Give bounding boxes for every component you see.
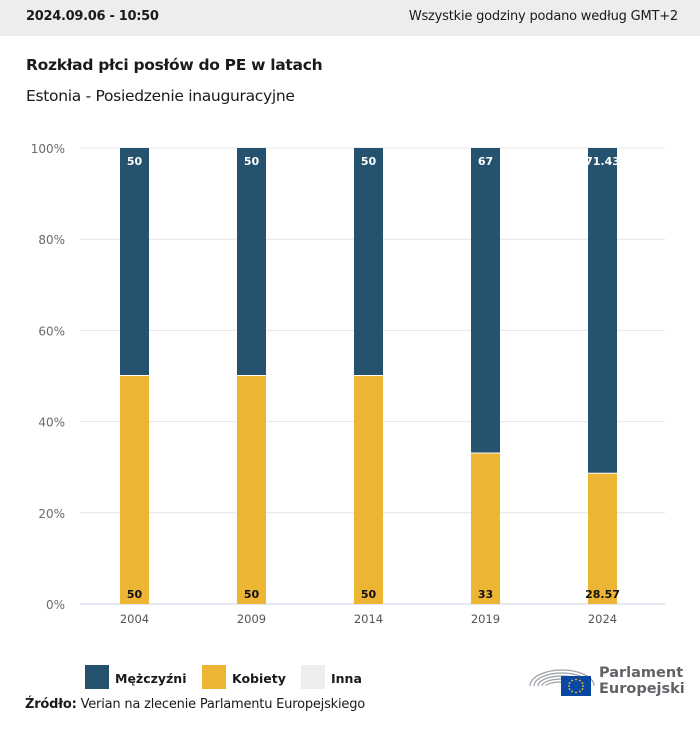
bar-chart: 0% 20% 40% 60% 80% 100% 50 50 50 50 50 50 67 33 71.43… <box>31 142 665 626</box>
chart-title: Rozkład płci posłów do PE w latach <box>26 56 323 74</box>
source-note: Źródło: Verian na zlecenie Parlamentu Eu… <box>25 697 365 712</box>
logo-line-1: Parlament <box>599 665 684 681</box>
bar-men <box>120 148 149 375</box>
x-tick-label: 2009 <box>237 612 266 626</box>
legend-swatch-other <box>301 665 325 689</box>
y-tick-label: 40% <box>38 416 65 430</box>
bar-men <box>354 148 383 375</box>
bar-men <box>471 148 500 453</box>
bar-women <box>588 473 617 604</box>
legend-label-women: Kobiety <box>232 671 286 686</box>
data-label-women: 28.57 <box>585 588 620 601</box>
data-label-men: 50 <box>127 155 143 168</box>
data-label-men: 71.43 <box>585 155 620 168</box>
bar-men <box>588 148 617 473</box>
source-label: Źródło: <box>25 697 77 712</box>
data-label-men: 50 <box>361 155 377 168</box>
chart-subtitle: Estonia - Posiedzenie inauguracyjne <box>26 87 295 105</box>
data-label-women: 50 <box>361 588 377 601</box>
source-text: Verian na zlecenie Parlamentu Europejski… <box>80 697 366 712</box>
data-label-men: 67 <box>478 155 493 168</box>
european-parliament-logo: Parlament Europejski <box>528 660 688 700</box>
eu-flag-icon <box>561 676 591 696</box>
datetime: 2024.09.06 - 10:50 <box>26 9 159 24</box>
bars: 50 50 50 50 50 50 67 33 71.43 28.57 <box>120 148 620 604</box>
y-tick-label: 20% <box>38 507 65 521</box>
legend-swatch-women <box>202 665 226 689</box>
bar-women <box>471 453 500 604</box>
bar-men <box>237 148 266 375</box>
x-tick-label: 2004 <box>120 612 149 626</box>
legend-label-men: Mężczyźni <box>115 671 187 686</box>
y-tick-label: 100% <box>31 142 65 156</box>
x-axis-ticks: 2004 2009 2014 2019 2024 <box>120 612 617 626</box>
bar-women <box>237 376 266 604</box>
legend-swatch-men <box>85 665 109 689</box>
header-bar: 2024.09.06 - 10:50 Wszystkie godziny pod… <box>0 0 700 36</box>
y-tick-label: 0% <box>46 598 65 612</box>
data-label-women: 33 <box>478 588 493 601</box>
data-label-women: 50 <box>244 588 260 601</box>
y-axis-ticks: 0% 20% 40% 60% 80% 100% <box>31 142 65 612</box>
data-label-women: 50 <box>127 588 143 601</box>
data-label-men: 50 <box>244 155 260 168</box>
logo-line-2: Europejski <box>599 681 685 697</box>
legend-label-other: Inna <box>331 671 362 686</box>
y-tick-label: 60% <box>38 324 65 338</box>
x-tick-label: 2014 <box>354 612 383 626</box>
bar-women <box>120 376 149 604</box>
y-tick-label: 80% <box>38 233 65 247</box>
x-tick-label: 2019 <box>471 612 500 626</box>
x-tick-label: 2024 <box>588 612 617 626</box>
parliament-hemicycle-icon <box>529 669 595 696</box>
bar-women <box>354 376 383 604</box>
timezone-note: Wszystkie godziny podano według GMT+2 <box>408 9 678 24</box>
